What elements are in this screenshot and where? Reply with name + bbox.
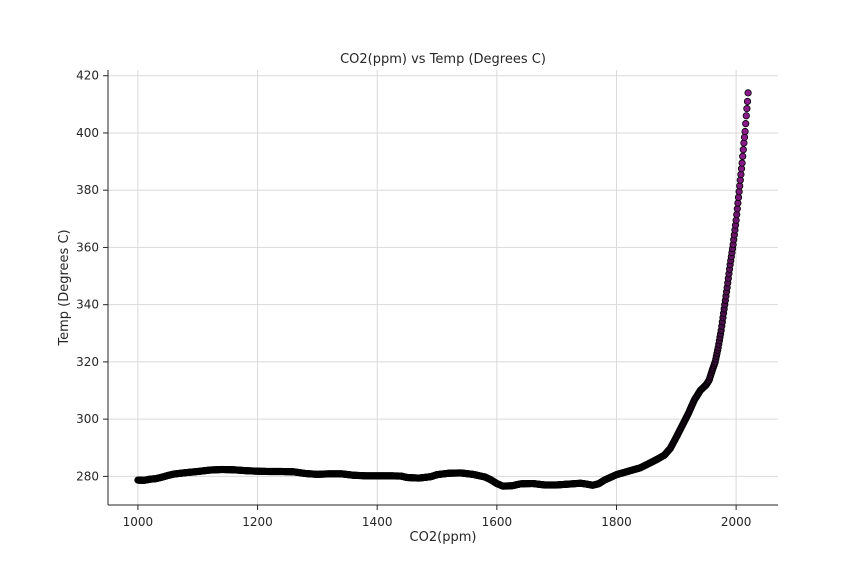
x-ticks: 1000 1200 1400 1600 1800 2000 xyxy=(123,505,752,529)
grid-lines xyxy=(108,70,778,505)
y-ticks: 280 300 320 340 360 380 400 420 xyxy=(76,69,108,483)
y-axis-label: Temp (Degrees C) xyxy=(57,229,72,346)
data-point xyxy=(743,105,751,113)
data-point xyxy=(744,89,752,97)
y-tick-label: 280 xyxy=(76,469,99,483)
x-tick-label: 1400 xyxy=(362,515,393,529)
axes xyxy=(107,70,778,506)
y-tick-label: 300 xyxy=(76,412,99,426)
y-tick-label: 380 xyxy=(76,183,99,197)
data-point xyxy=(739,152,747,160)
chart-title: CO2(ppm) vs Temp (Degrees C) xyxy=(340,52,546,67)
data-point xyxy=(738,159,746,167)
x-tick-label: 1600 xyxy=(482,515,513,529)
x-tick-label: 2000 xyxy=(721,515,752,529)
data-points xyxy=(134,89,752,490)
data-point xyxy=(741,127,749,136)
y-tick-label: 340 xyxy=(76,298,99,312)
data-point xyxy=(742,112,750,120)
data-point xyxy=(739,146,747,154)
y-tick-label: 400 xyxy=(76,126,99,140)
x-tick-label: 1800 xyxy=(601,515,632,529)
x-axis-label: CO2(ppm) xyxy=(410,530,477,545)
data-point xyxy=(743,97,752,106)
data-point xyxy=(742,120,750,128)
x-tick-label: 1200 xyxy=(242,515,273,529)
y-tick-label: 320 xyxy=(76,355,99,369)
x-tick-label: 1000 xyxy=(123,515,154,529)
y-tick-label: 360 xyxy=(76,240,99,254)
y-tick-label: 420 xyxy=(76,69,99,83)
